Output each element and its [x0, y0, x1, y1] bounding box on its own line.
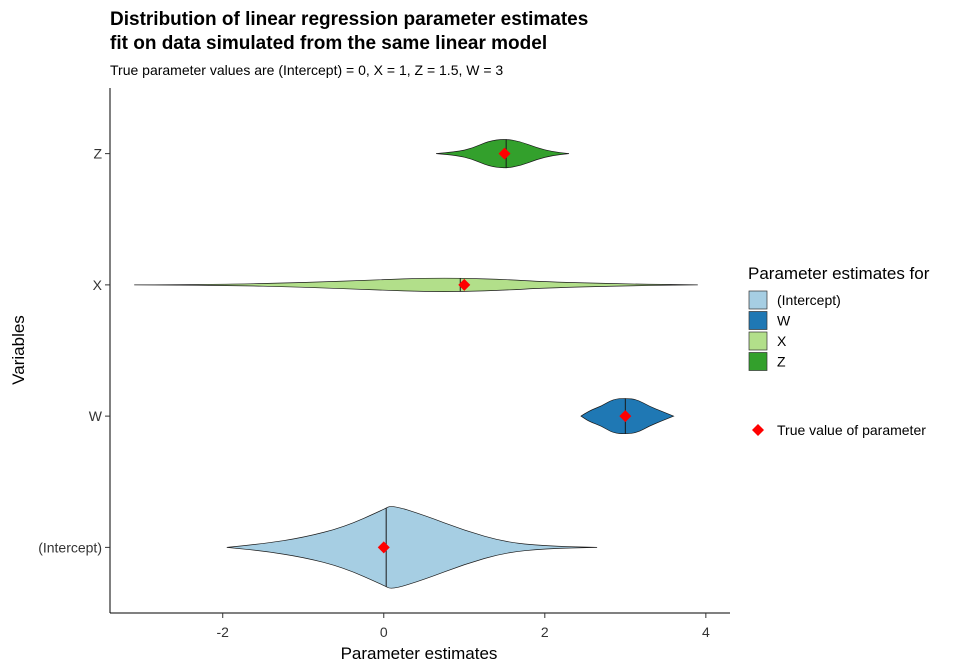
x-tick-label: 0: [380, 624, 388, 640]
x-tick-label: 4: [702, 624, 710, 640]
y-tick-label: W: [89, 408, 103, 424]
x-tick-label: 2: [541, 624, 549, 640]
legend: Parameter estimates for (Intercept) WXZ Tr…: [748, 264, 930, 438]
legend-title: Parameter estimates for: [748, 264, 930, 283]
x-tick-label: -2: [217, 624, 230, 640]
true-value-marker-z: [498, 147, 511, 160]
chart-subtitle: True parameter values are (Intercept) = …: [110, 62, 503, 78]
y-axis-ticks: (Intercept) W X Z: [38, 146, 110, 555]
legend-label: Z: [777, 354, 786, 370]
y-tick-label: (Intercept): [38, 539, 102, 555]
legend-label: W: [777, 313, 791, 329]
true-value-marker-w: [619, 410, 632, 423]
plot-area: [134, 139, 698, 589]
y-tick-label: Z: [93, 146, 102, 162]
legend-label: (Intercept): [777, 292, 841, 308]
true-value-marker-x: [458, 278, 471, 291]
legend-swatch: [748, 331, 768, 351]
violin-intercept: [226, 506, 598, 589]
chart-title-line-1: Distribution of linear regression parame…: [110, 9, 588, 30]
legend-true-value-label: True value of parameter: [777, 422, 926, 438]
legend-swatch: [748, 352, 768, 371]
y-axis-title: Variables: [9, 315, 28, 385]
true-value-marker-intercept: [377, 541, 390, 554]
chart-title-line-2: fit on data simulated from the same line…: [110, 33, 547, 54]
y-tick-label: X: [93, 277, 103, 293]
x-axis-title: Parameter estimates: [341, 644, 498, 663]
legend-true-value-marker: [752, 424, 764, 436]
violin-x: [134, 277, 698, 292]
legend-swatch: [748, 311, 768, 330]
x-axis-ticks: -2 0 2 4: [217, 613, 710, 640]
legend-label: X: [777, 333, 787, 349]
legend-swatch: [748, 290, 768, 310]
